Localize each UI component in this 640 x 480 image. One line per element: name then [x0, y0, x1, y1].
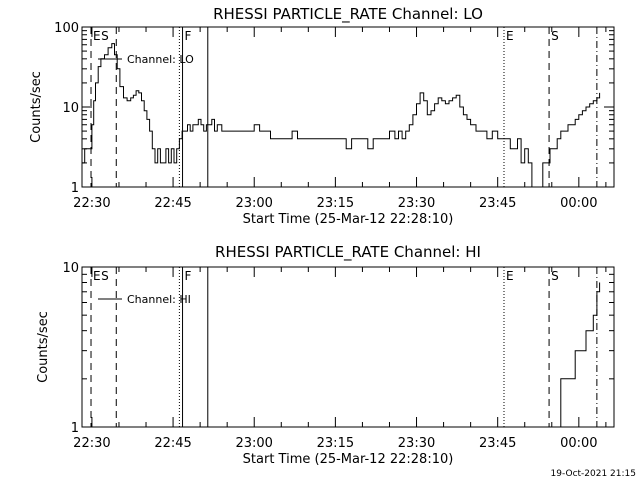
series-line — [557, 282, 601, 427]
x-tick-label: 00:00 — [560, 436, 597, 451]
event-marker-label: E — [506, 29, 514, 43]
x-tick-label: 23:30 — [398, 436, 435, 451]
x-tick-label: 23:00 — [235, 436, 272, 451]
x-tick-label: 23:30 — [398, 196, 435, 211]
x-tick-label: 22:45 — [154, 196, 191, 211]
x-axis-label: Start Time (25-Mar-12 22:28:10) — [243, 452, 454, 467]
y-tick-label: 1 — [71, 181, 79, 196]
series-line — [82, 43, 601, 187]
y-tick-label: 100 — [54, 21, 79, 36]
x-tick-label: 23:45 — [479, 196, 516, 211]
x-tick-label: 22:30 — [73, 436, 110, 451]
x-tick-label: 22:30 — [73, 196, 110, 211]
x-tick-label: 23:15 — [317, 436, 354, 451]
y-axis-label: Counts/sec — [29, 71, 44, 143]
x-axis-label: Start Time (25-Mar-12 22:28:10) — [243, 212, 454, 227]
event-marker-label: E — [506, 269, 514, 283]
x-tick-label: 22:45 — [154, 436, 191, 451]
event-marker-label: S — [101, 29, 109, 43]
x-tick-label: 00:00 — [560, 196, 597, 211]
event-marker-label: S — [551, 269, 559, 283]
chart-title: RHESSI PARTICLE_RATE Channel: LO — [213, 5, 483, 24]
legend-label: Channel: LO — [127, 53, 194, 66]
timestamp: 19-Oct-2021 21:15 — [551, 469, 636, 479]
event-marker-label: S — [101, 269, 109, 283]
y-axis-label: Counts/sec — [36, 311, 51, 383]
plot-frame — [81, 266, 615, 428]
y-tick-label: 10 — [62, 101, 79, 116]
y-tick-label: 1 — [71, 421, 79, 436]
event-marker-label: E — [93, 29, 101, 43]
event-marker-label: E — [93, 269, 101, 283]
event-marker-label: F — [185, 269, 192, 283]
y-tick-label: 10 — [62, 261, 79, 276]
legend-label: Channel: HI — [127, 293, 191, 306]
event-marker-label: S — [551, 29, 559, 43]
chart-title: RHESSI PARTICLE_RATE Channel: HI — [215, 243, 481, 262]
x-tick-label: 23:00 — [235, 196, 272, 211]
event-marker-label: F — [185, 29, 192, 43]
x-tick-label: 23:45 — [479, 436, 516, 451]
x-tick-label: 23:15 — [317, 196, 354, 211]
